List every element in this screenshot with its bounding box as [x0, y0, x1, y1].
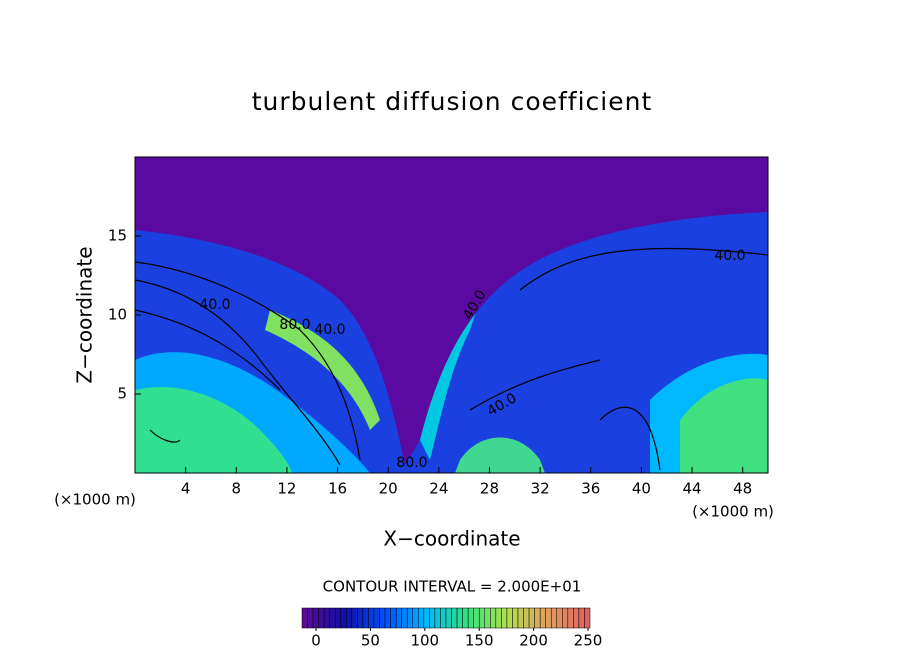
- contour-interval: CONTOUR INTERVAL = 2.000E+01: [323, 578, 582, 596]
- x-axis-label: X−coordinate: [383, 527, 520, 551]
- field-region: [680, 378, 768, 473]
- contours: [135, 247, 768, 471]
- contour-label: 40.0: [199, 297, 230, 313]
- field-region: [135, 386, 292, 473]
- contour-label: 40.0: [714, 248, 745, 264]
- y-tick-label: 10: [108, 306, 127, 324]
- x-tick-label: 32: [531, 480, 550, 498]
- colorbar-swatch: [462, 607, 469, 629]
- colorbar-swatch: [445, 607, 452, 629]
- colorbar-swatch: [550, 607, 558, 629]
- x-tick-label: 48: [733, 480, 752, 498]
- colorbar-swatch: [495, 607, 502, 629]
- colorbar-swatch: [329, 607, 336, 629]
- colorbar-swatch: [346, 607, 353, 629]
- colorbar-swatch: [418, 607, 425, 629]
- x-tick-label: 12: [277, 480, 296, 498]
- colorbar-swatch: [373, 607, 380, 629]
- y-axis-label: Z−coordinate: [73, 246, 97, 383]
- colorbar-swatch: [545, 607, 552, 629]
- colorbar-tick-label: 50: [361, 632, 380, 650]
- colorbar-swatch: [478, 607, 486, 629]
- colorbar-swatch: [301, 607, 308, 629]
- colorbar-swatch: [451, 607, 458, 629]
- x-tick-label: 28: [480, 480, 499, 498]
- colorbar-swatch: [379, 607, 386, 629]
- x-tick-label: 16: [328, 480, 347, 498]
- field-region: [420, 300, 480, 460]
- colorbar-swatch: [423, 607, 430, 629]
- colorbar-swatch: [539, 607, 546, 629]
- field-region: [455, 437, 545, 473]
- colorbar-swatch: [556, 607, 563, 629]
- contour-label: 40.0: [314, 322, 345, 338]
- colorbar-swatch: [357, 607, 364, 629]
- colorbar-tick-label: 250: [574, 632, 603, 650]
- x-tick-label: 4: [181, 480, 191, 498]
- contour-label: 80.0: [279, 317, 310, 333]
- colorbar-tick-label: 200: [519, 632, 548, 650]
- colorbar-swatch: [318, 607, 325, 629]
- colorbar-swatch: [312, 607, 319, 629]
- colorbar-swatch: [395, 607, 402, 629]
- colorbar-swatch: [528, 607, 535, 629]
- colorbar-swatch: [334, 607, 342, 629]
- chart-title: turbulent diffusion coefficient: [252, 87, 653, 116]
- colorbar-swatch: [429, 607, 436, 629]
- contour-label: 80.0: [396, 455, 427, 471]
- colorbar-swatch: [484, 607, 491, 629]
- colorbar-swatch: [523, 607, 530, 629]
- colorbar-tick-label: 150: [465, 632, 494, 650]
- colorbar-swatch: [490, 607, 497, 629]
- y-tick-label: 15: [108, 227, 127, 245]
- colorbar-swatch: [534, 607, 541, 629]
- colorbar-swatch: [401, 607, 408, 629]
- colorbar-swatch: [567, 607, 574, 629]
- colorbar-swatch: [584, 607, 591, 629]
- x-tick-label: 40: [632, 480, 651, 498]
- colorbar-swatch: [390, 607, 397, 629]
- colorbar-tick-label: 0: [311, 632, 321, 650]
- x-tick-label: 20: [379, 480, 398, 498]
- colorbar-swatch: [323, 607, 330, 629]
- colorbar-swatch: [434, 607, 441, 629]
- x-tick-label: 8: [232, 480, 242, 498]
- colorbar-swatch: [406, 607, 414, 629]
- colorbar-swatch: [362, 607, 369, 629]
- x-unit-label: (×1000 m): [54, 491, 136, 509]
- field: [135, 157, 768, 473]
- colorbar-swatch: [307, 607, 314, 629]
- x-tick-label: 44: [682, 480, 701, 498]
- colorbar-swatch: [467, 607, 474, 629]
- colorbar-swatch: [440, 607, 447, 629]
- colorbar-tick-label: 100: [410, 632, 439, 650]
- colorbar-swatch: [578, 607, 585, 629]
- colorbar-swatch: [368, 607, 375, 629]
- colorbar-swatch: [573, 607, 580, 629]
- colorbar-swatch: [517, 607, 524, 629]
- colorbar-swatch: [473, 607, 480, 629]
- colorbar-swatch: [506, 607, 513, 629]
- colorbar-swatch: [412, 607, 419, 629]
- colorbar-swatch: [351, 607, 358, 629]
- colorbar-swatch: [340, 607, 347, 629]
- x-tick-label: 36: [581, 480, 600, 498]
- colorbar-swatch: [562, 607, 569, 629]
- field-region: [135, 157, 768, 465]
- x-unit-label: (×1000 m): [692, 503, 774, 521]
- colorbar-swatch: [456, 607, 463, 629]
- colorbar-swatch: [512, 607, 519, 629]
- colorbar-swatch: [501, 607, 508, 629]
- field-region: [265, 310, 380, 430]
- colorbar-swatch: [384, 607, 391, 629]
- y-tick-label: 5: [117, 385, 127, 403]
- x-tick-label: 24: [429, 480, 448, 498]
